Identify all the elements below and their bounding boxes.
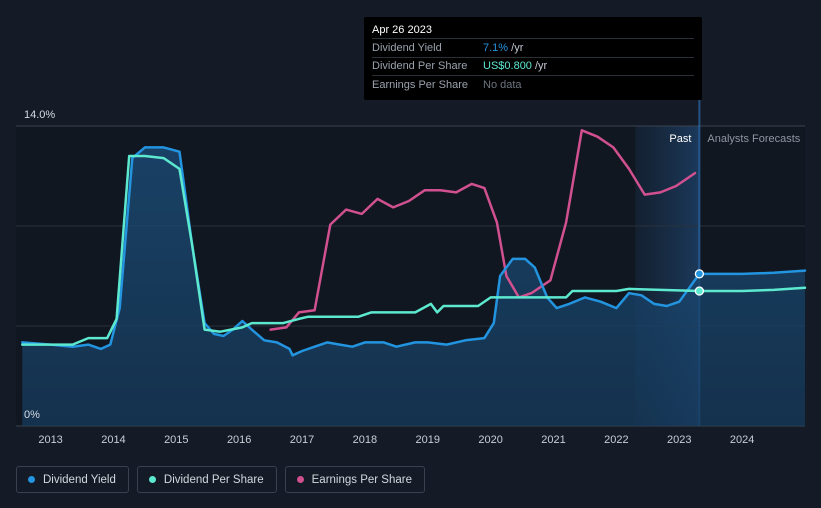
tooltip-value: No data	[483, 78, 522, 91]
x-tick-label: 2018	[353, 434, 377, 446]
tooltip-row-dividend-yield: Dividend Yield 7.1% /yr	[372, 38, 694, 57]
dividend-per-share-marker	[694, 286, 705, 296]
legend-label: Dividend Yield	[43, 473, 116, 486]
tooltip: Apr 26 2023 Dividend Yield 7.1% /yr Divi…	[364, 17, 702, 100]
x-tick-label: 2016	[227, 434, 251, 446]
tooltip-date: Apr 26 2023	[372, 24, 432, 36]
tooltip-label: Dividend Yield	[372, 41, 442, 54]
x-tick-label: 2013	[38, 434, 62, 446]
legend-item-dividend-yield[interactable]: Dividend Yield	[16, 466, 129, 493]
tooltip-label: Earnings Per Share	[372, 78, 468, 91]
x-tick-label: 2014	[101, 434, 125, 446]
tooltip-label: Dividend Per Share	[372, 60, 468, 73]
legend-label: Dividend Per Share	[163, 473, 264, 486]
legend-item-earnings-per-share[interactable]: Earnings Per Share	[284, 466, 425, 493]
legend-item-dividend-per-share[interactable]: Dividend Per Share	[136, 466, 277, 493]
dividend-per-share-line	[21, 154, 807, 346]
y-axis-bottom-label: 0%	[24, 409, 40, 421]
legend-label: Earnings Per Share	[311, 473, 412, 486]
x-tick-label: 2019	[416, 434, 440, 446]
x-tick-label: 2021	[541, 434, 565, 446]
x-tick-label: 2024	[730, 434, 754, 446]
tooltip-value: US$0.800	[483, 60, 532, 73]
x-tick-label: 2023	[667, 434, 691, 446]
x-tick-label: 2020	[478, 434, 502, 446]
past-label: Past	[669, 133, 691, 145]
legend-dot-icon	[296, 476, 304, 483]
dividend-yield-area	[22, 147, 806, 426]
x-tick-label: 2017	[290, 434, 314, 446]
legend-dot-icon	[28, 476, 35, 483]
tooltip-unit: /yr	[508, 41, 524, 54]
earnings-per-share-line	[269, 129, 697, 331]
forecast-label: Analysts Forecasts	[707, 133, 800, 145]
tooltip-row-dividend-per-share: Dividend Per Share US$0.800 /yr	[372, 56, 694, 76]
x-tick-label: 2022	[604, 434, 628, 446]
legend-dot-icon	[148, 476, 156, 483]
x-tick-label: 2015	[164, 434, 188, 446]
tooltip-row-earnings-per-share: Earnings Per Share No data	[372, 75, 694, 94]
dividend-yield-line	[21, 146, 807, 357]
dividend-yield-marker	[694, 269, 705, 279]
y-axis-top-label: 14.0%	[24, 109, 55, 121]
tooltip-value: 7.1%	[483, 41, 509, 54]
tooltip-unit: /yr	[531, 60, 548, 73]
legend: Dividend Yield Dividend Per Share Earnin…	[16, 466, 425, 493]
